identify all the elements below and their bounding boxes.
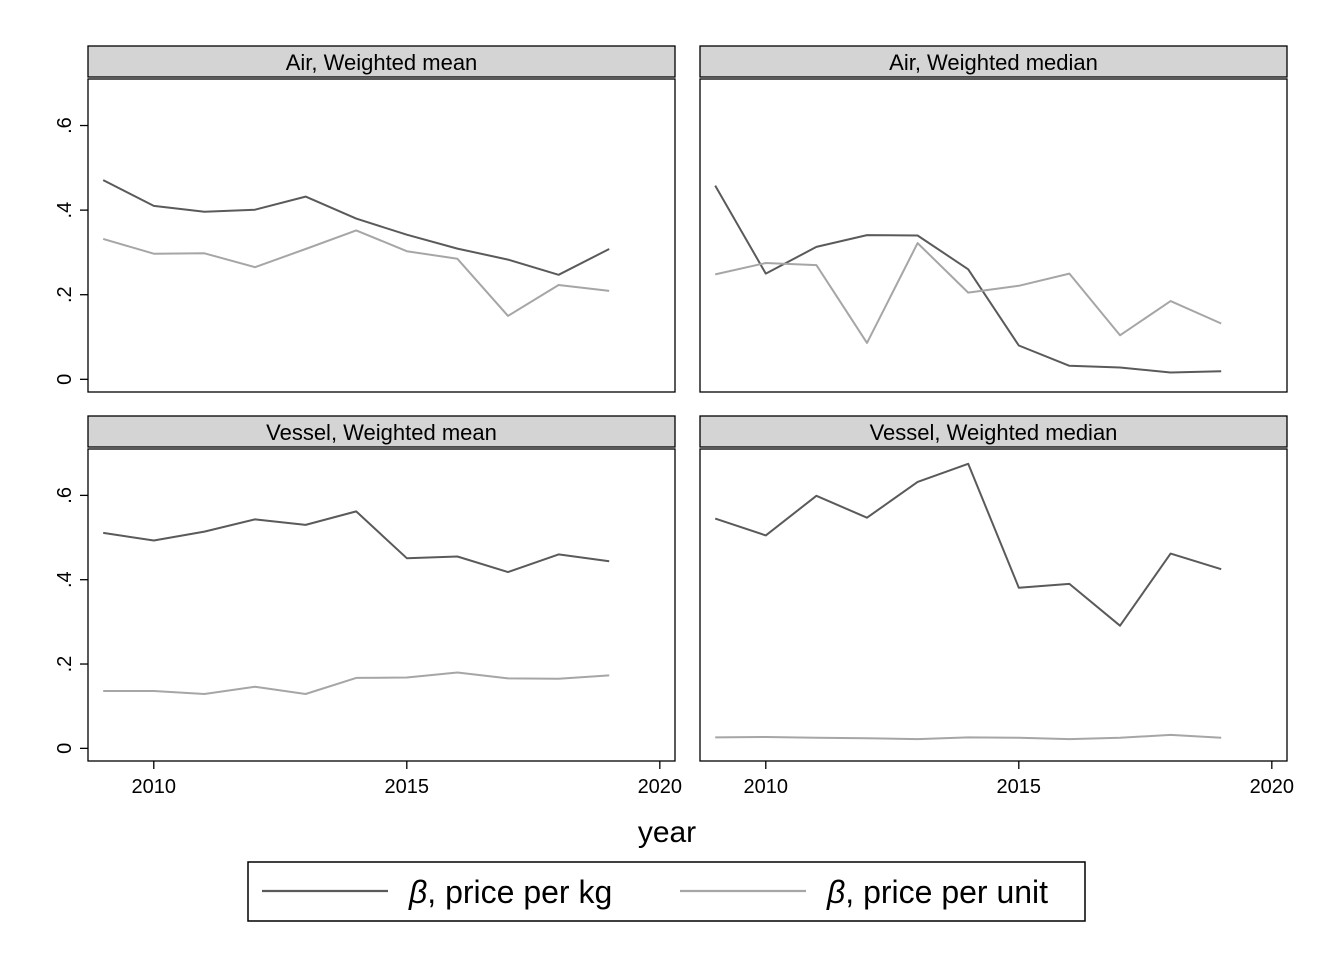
legend-text: , price per unit xyxy=(845,874,1048,910)
x-tick-label: 2010 xyxy=(132,776,177,798)
y-tick-label: .2 xyxy=(54,286,76,303)
series-line-price-per-unit xyxy=(103,671,610,695)
series-line-price-per-unit xyxy=(715,733,1222,741)
panel-title: Air, Weighted mean xyxy=(286,50,478,75)
series-line-price-per-kg xyxy=(714,185,1222,374)
series-line-price-per-unit xyxy=(714,242,1222,344)
x-tick-label: 2020 xyxy=(1250,776,1295,798)
y-tick-label: 0 xyxy=(54,374,76,385)
y-tick-label: .4 xyxy=(54,571,76,588)
legend-text: , price per kg xyxy=(427,874,612,910)
plot-frame xyxy=(87,78,676,393)
plot-frame xyxy=(699,78,1288,393)
legend-symbol: β xyxy=(408,874,427,910)
y-tick-label: .6 xyxy=(54,487,76,504)
panel-title: Air, Weighted median xyxy=(889,50,1098,75)
panel-title-strip xyxy=(87,415,676,448)
panel-title-strip xyxy=(87,45,676,78)
x-tick-label: 2015 xyxy=(997,776,1042,798)
panel-title: Vessel, Weighted mean xyxy=(266,420,497,445)
plot-frame xyxy=(87,448,676,762)
legend-label-price-per-unit: β, price per unit xyxy=(826,874,1048,910)
series-line-price-per-kg xyxy=(102,179,610,276)
y-tick-label: .2 xyxy=(54,656,76,673)
y-tick-label: 0 xyxy=(54,743,76,754)
plot-frame xyxy=(699,448,1288,762)
series-line-price-per-unit xyxy=(102,229,610,317)
x-tick-label: 2010 xyxy=(744,776,789,798)
panel-title-strip xyxy=(699,45,1288,78)
panel-title: Vessel, Weighted median xyxy=(870,420,1118,445)
x-tick-label: 2020 xyxy=(638,776,683,798)
legend-label-price-per-kg: β, price per kg xyxy=(408,874,612,910)
series-line-price-per-kg xyxy=(103,510,610,574)
x-tick-label: 2015 xyxy=(385,776,430,798)
series-line-price-per-kg xyxy=(714,462,1222,627)
panel-title-strip xyxy=(699,415,1288,448)
y-tick-label: .4 xyxy=(54,202,76,219)
legend-symbol: β xyxy=(826,874,845,910)
x-axis-label: year xyxy=(638,816,696,849)
y-tick-label: .6 xyxy=(54,117,76,134)
